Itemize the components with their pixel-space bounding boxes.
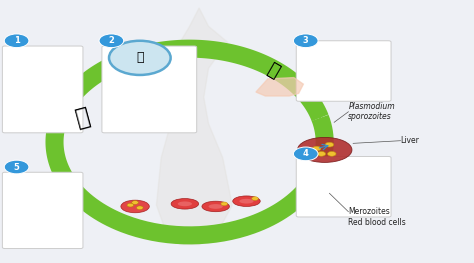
Text: 4: 4 <box>303 149 309 158</box>
Text: Merozoites
Red blood cells: Merozoites Red blood cells <box>348 207 406 227</box>
Text: 🦟: 🦟 <box>264 60 282 82</box>
Ellipse shape <box>178 201 192 206</box>
FancyBboxPatch shape <box>2 46 83 133</box>
Circle shape <box>312 146 321 151</box>
Text: 3: 3 <box>303 36 309 45</box>
FancyBboxPatch shape <box>296 156 391 217</box>
FancyBboxPatch shape <box>102 46 197 133</box>
Text: 🦟: 🦟 <box>136 51 144 64</box>
Ellipse shape <box>239 199 254 204</box>
Circle shape <box>137 206 143 210</box>
Circle shape <box>293 34 318 48</box>
Ellipse shape <box>209 204 223 209</box>
Circle shape <box>221 202 228 206</box>
Circle shape <box>328 151 336 156</box>
Text: Liver: Liver <box>401 136 419 145</box>
Circle shape <box>325 142 334 147</box>
Circle shape <box>132 201 138 204</box>
Polygon shape <box>156 8 232 245</box>
Ellipse shape <box>171 199 199 209</box>
Ellipse shape <box>202 201 229 212</box>
Circle shape <box>4 34 29 48</box>
Circle shape <box>317 151 326 156</box>
Circle shape <box>99 34 124 48</box>
Polygon shape <box>256 78 303 96</box>
FancyBboxPatch shape <box>2 172 83 249</box>
Text: 🤚: 🤚 <box>73 104 93 130</box>
Text: Plasmodium
sporozoites: Plasmodium sporozoites <box>348 102 395 122</box>
Text: 2: 2 <box>109 36 114 45</box>
Circle shape <box>109 41 171 75</box>
Ellipse shape <box>298 137 352 162</box>
Circle shape <box>293 147 318 161</box>
Text: 5: 5 <box>14 163 19 171</box>
Circle shape <box>252 197 258 200</box>
Circle shape <box>4 160 29 174</box>
Ellipse shape <box>233 196 260 206</box>
Circle shape <box>127 203 134 207</box>
FancyBboxPatch shape <box>296 41 391 101</box>
Text: 1: 1 <box>14 36 19 45</box>
Ellipse shape <box>121 200 149 213</box>
